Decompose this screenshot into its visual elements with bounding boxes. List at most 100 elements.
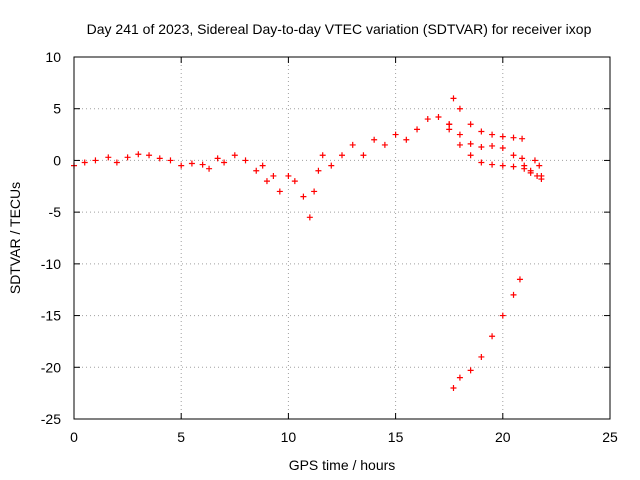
data-point	[306, 214, 313, 221]
plot-frame	[73, 56, 611, 420]
data-point	[259, 162, 266, 169]
data-point	[242, 157, 249, 164]
data-point	[489, 161, 496, 168]
data-point	[499, 145, 506, 152]
data-point	[456, 141, 463, 148]
data-point	[519, 135, 526, 142]
x-tick-label: 5	[177, 429, 185, 445]
series-middle-branch	[446, 121, 526, 162]
data-point	[285, 172, 292, 179]
data-point	[276, 188, 283, 195]
data-point	[424, 116, 431, 123]
data-point	[456, 374, 463, 381]
grid	[74, 57, 610, 419]
data-point	[489, 131, 496, 138]
data-point	[446, 126, 453, 133]
data-point	[403, 136, 410, 143]
data-point	[146, 152, 153, 159]
data-point	[510, 134, 517, 141]
y-tick-label: -5	[49, 204, 62, 220]
y-tick-label: -20	[41, 359, 61, 375]
data-point	[231, 152, 238, 159]
series-descending-trace	[450, 276, 523, 391]
y-tick-label: 10	[45, 49, 61, 65]
data-point	[315, 167, 322, 174]
data-point	[499, 133, 506, 140]
data-point	[253, 167, 260, 174]
data-point	[339, 152, 345, 159]
data-point	[521, 162, 528, 169]
data-point	[311, 188, 318, 195]
y-tick-label: -15	[41, 308, 61, 324]
y-tick-label: 5	[53, 101, 61, 117]
data-point	[499, 162, 506, 169]
data-point	[124, 154, 131, 161]
y-tick-label: -25	[41, 411, 61, 427]
data-point	[435, 113, 442, 120]
data-point	[414, 126, 421, 133]
data-point	[360, 152, 367, 159]
y-axis-label: SDTVAR / TECUs	[7, 182, 23, 294]
data-point	[456, 131, 463, 138]
data-point	[167, 157, 174, 164]
data-point	[538, 172, 545, 179]
data-point	[510, 291, 517, 298]
data-point	[478, 143, 485, 150]
data-point	[371, 136, 378, 143]
data-point	[516, 276, 523, 283]
series-upper-branch	[450, 95, 526, 142]
data-point	[270, 172, 277, 179]
x-tick-label: 15	[388, 429, 404, 445]
data-point	[199, 161, 206, 168]
data-point	[478, 128, 485, 135]
data-point	[328, 162, 335, 169]
series-main-trace	[71, 113, 453, 221]
data-point	[178, 162, 185, 169]
axis-ticks: 0 5 10 15 20 25 -25 -20 -15 -10 -5 0 5 10	[41, 49, 618, 445]
data-point	[467, 367, 474, 374]
data-point	[105, 154, 112, 161]
data-point	[81, 159, 88, 166]
data-point	[450, 95, 457, 102]
data-point	[467, 152, 474, 159]
data-point	[499, 312, 506, 319]
data-point	[214, 155, 221, 162]
data-point	[510, 152, 517, 159]
data-point	[467, 140, 474, 147]
data-point	[300, 193, 307, 200]
data-point	[531, 157, 538, 164]
data-point	[478, 159, 485, 166]
data-point	[510, 163, 517, 170]
data-point	[392, 131, 399, 138]
data-point	[206, 165, 213, 172]
chart-title: Day 241 of 2023, Sidereal Day-to-day VTE…	[87, 21, 592, 37]
data-point	[467, 121, 474, 128]
data-point	[489, 142, 496, 149]
data-point	[478, 353, 485, 360]
data-point	[527, 167, 534, 174]
data-point	[113, 159, 120, 166]
data-point	[446, 121, 453, 128]
data-point	[156, 155, 163, 162]
x-tick-label: 10	[281, 429, 297, 445]
y-tick-label: -10	[41, 256, 61, 272]
data-point	[291, 178, 298, 185]
data-point	[92, 157, 99, 164]
data-point	[349, 141, 356, 148]
data-point	[319, 152, 326, 159]
data-point	[536, 162, 543, 169]
x-tick-label: 25	[602, 429, 618, 445]
data-point	[381, 141, 388, 148]
x-tick-label: 0	[70, 429, 78, 445]
data-point	[135, 151, 142, 158]
data-point	[221, 159, 228, 166]
data-point	[263, 178, 270, 185]
x-axis-label: GPS time / hours	[289, 457, 396, 473]
data-points	[71, 95, 545, 391]
series-end-cluster	[521, 157, 545, 179]
data-point	[489, 333, 496, 340]
series-lower-branch	[446, 126, 545, 183]
data-point	[519, 155, 526, 162]
data-point	[188, 160, 195, 167]
